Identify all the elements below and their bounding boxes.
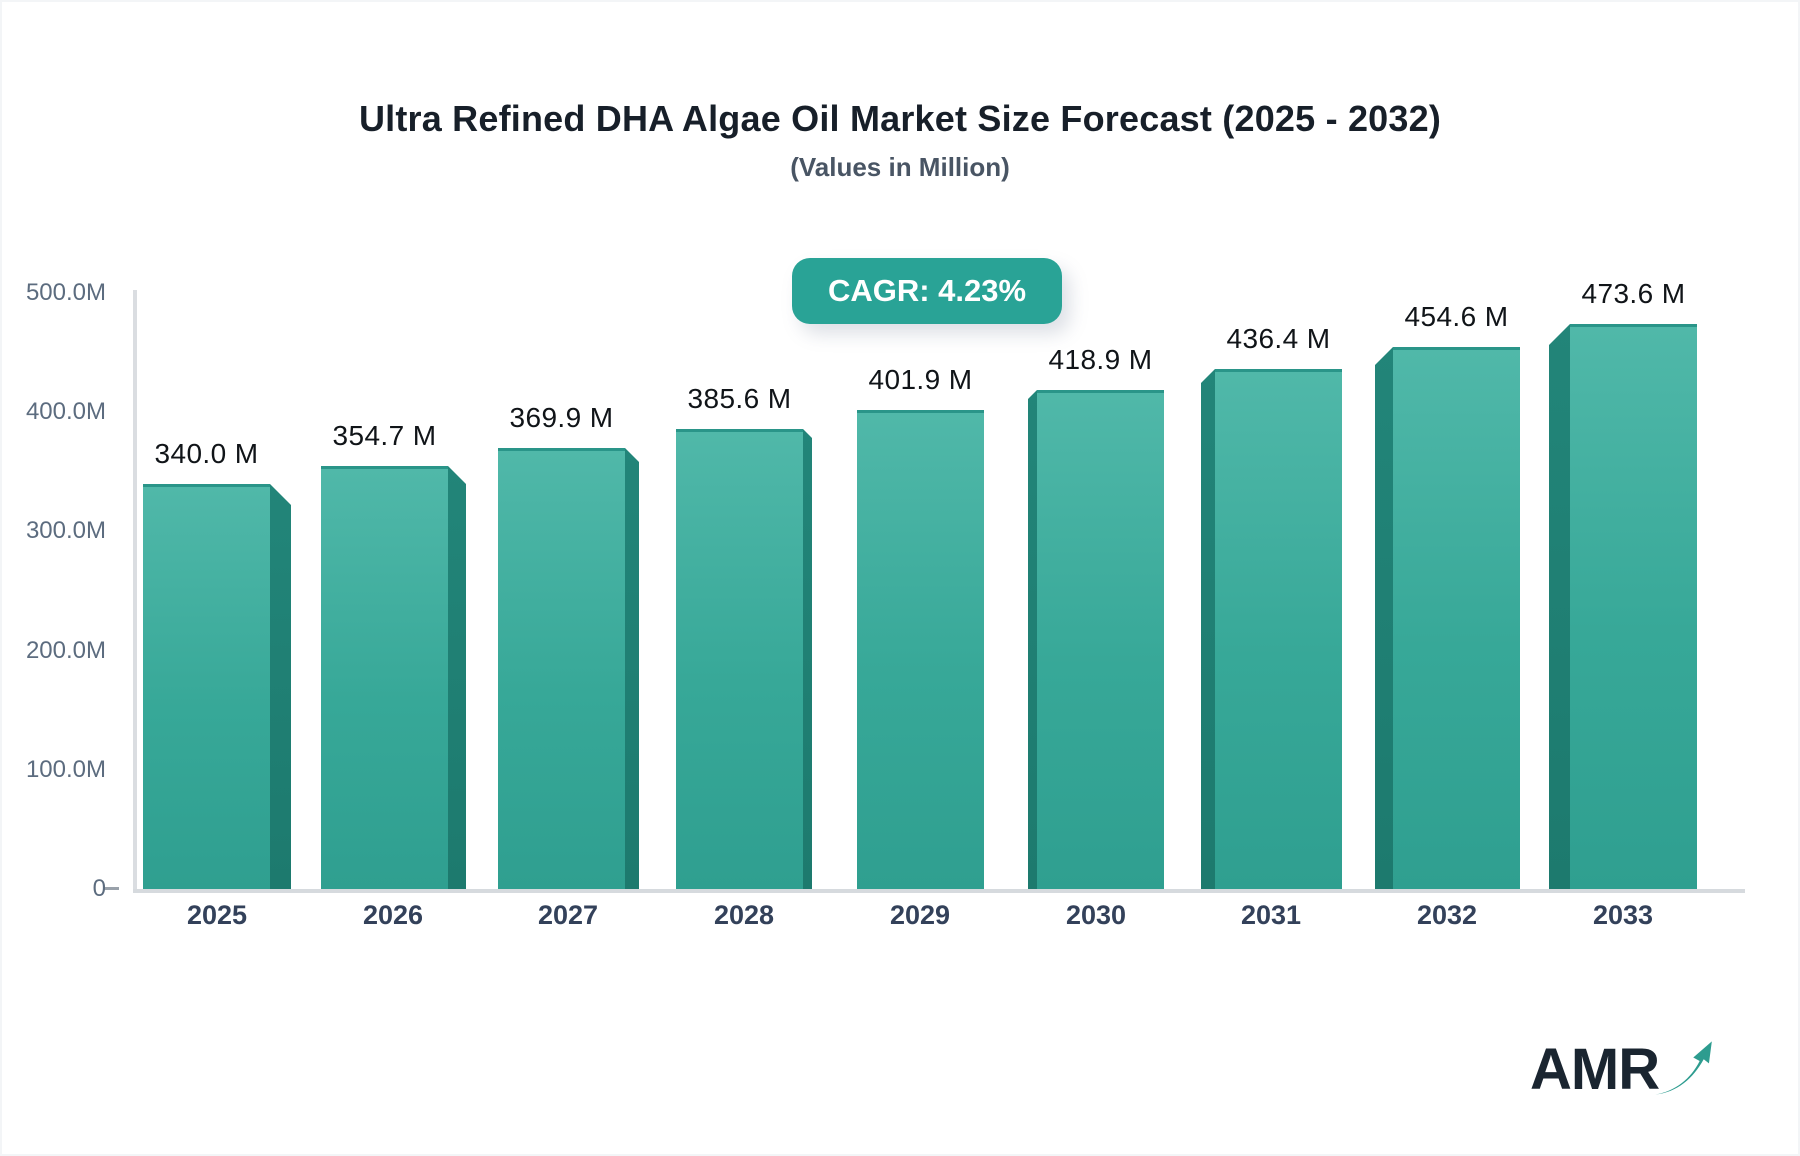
bar-side-panel-2033 (1549, 324, 1570, 889)
bar-side-panel-2031 (1201, 369, 1215, 889)
chart-title: Ultra Refined DHA Algae Oil Market Size … (358, 98, 1442, 139)
bar-2026 (321, 466, 448, 889)
chart-subtitle: (Values in Million) (790, 152, 1010, 182)
bar-value-label-2031: 436.4 M (1226, 323, 1331, 354)
bar-side-panel-2026 (448, 466, 466, 889)
y-tick-label-0: 0 (92, 875, 106, 902)
amr-logo-text: AMR (1530, 1037, 1660, 1102)
bar-value-label-2026: 354.7 M (332, 420, 437, 451)
bar-side-panel-2030 (1028, 390, 1037, 889)
growth-arrow-icon (1655, 1041, 1712, 1095)
x-tick-label-2025: 2025 (186, 900, 248, 930)
y-axis-line (133, 290, 137, 890)
bar-value-label-2030: 418.9 M (1048, 344, 1153, 375)
x-tick-label-2029: 2029 (889, 900, 951, 930)
y-tick-label-500: 500.0M (25, 279, 106, 306)
x-tick-label-2026: 2026 (362, 900, 424, 930)
bar-value-label-2025: 340.0 M (154, 438, 259, 469)
y-tick-label-100: 100.0M (25, 755, 106, 783)
x-tick-label-2027: 2027 (537, 900, 599, 930)
x-tick-label-2033: 2033 (1592, 900, 1654, 930)
bar-2031 (1215, 369, 1342, 889)
x-tick-label-2032: 2032 (1416, 900, 1478, 930)
x-tick-label-2031: 2031 (1240, 900, 1302, 930)
bar-value-label-2027: 369.9 M (509, 402, 614, 433)
bar-2028 (676, 429, 803, 889)
y-tick-label-300: 300.0M (25, 517, 106, 545)
bar-side-panel-2032 (1375, 347, 1393, 889)
x-tick-label-2028: 2028 (713, 900, 775, 930)
bar-value-label-2033: 473.6 M (1581, 278, 1686, 309)
bar-2030 (1037, 390, 1164, 889)
bar-value-label-2028: 385.6 M (687, 383, 792, 414)
bar-value-label-2029: 401.9 M (868, 364, 973, 395)
bar-side-panel-2027 (625, 448, 639, 889)
bar-value-label-2032: 454.6 M (1404, 301, 1509, 332)
cagr-badge: CAGR: 4.23% (792, 258, 1062, 324)
y-tick-label-200: 200.0M (25, 636, 106, 664)
bar-side-panel-2028 (803, 429, 812, 889)
bar-2025 (143, 484, 270, 889)
bar-2033 (1570, 324, 1697, 889)
bar-2029 (857, 410, 984, 889)
zero-tick-mark (103, 887, 119, 890)
x-tick-label-2030: 2030 (1065, 900, 1127, 930)
amr-logo: AMR (1530, 1035, 1715, 1105)
y-tick-label-400: 400.0M (25, 398, 106, 426)
bar-2027 (498, 448, 625, 889)
bar-side-panel-2025 (270, 484, 291, 889)
bar-2032 (1393, 347, 1520, 889)
x-axis-line (133, 889, 1745, 893)
